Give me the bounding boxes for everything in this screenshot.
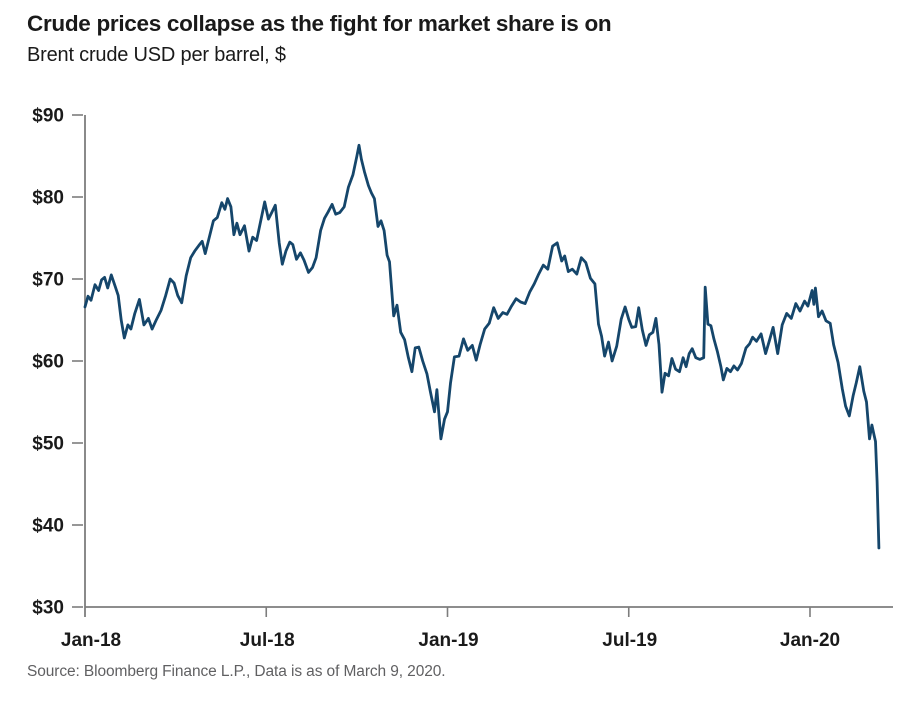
x-tick-label: Jan-18 <box>61 630 121 651</box>
source-note: Source: Bloomberg Finance L.P., Data is … <box>27 663 446 680</box>
y-tick-label: $70 <box>32 270 64 291</box>
y-tick-label: $60 <box>32 352 64 373</box>
x-tick-label: Jan-20 <box>780 630 840 651</box>
x-tick-label: Jan-19 <box>418 630 478 651</box>
y-tick-label: $90 <box>32 106 64 127</box>
y-tick-label: $50 <box>32 434 64 455</box>
page-title: Crude prices collapse as the fight for m… <box>27 11 612 36</box>
x-tick-label: Jul-18 <box>240 630 295 651</box>
y-tick-label: $80 <box>32 188 64 209</box>
chart-subtitle: Brent crude USD per barrel, $ <box>27 44 286 66</box>
price-line-series <box>83 143 881 550</box>
y-tick-label: $30 <box>32 598 64 619</box>
x-tick-label: Jul-19 <box>602 630 657 651</box>
y-tick-label: $40 <box>32 516 64 537</box>
